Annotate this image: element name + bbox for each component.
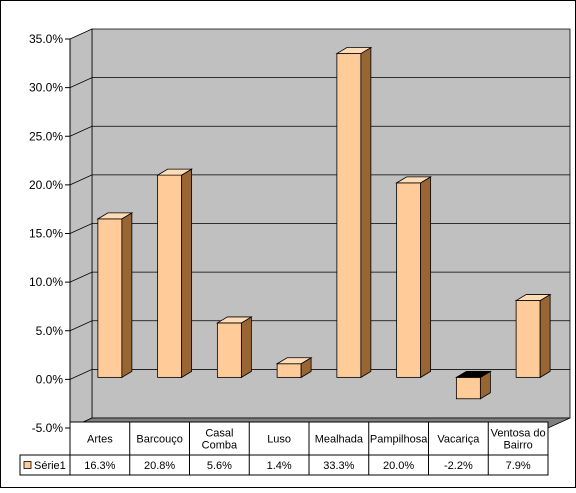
category-label: Barcouço: [136, 434, 182, 446]
bar-3: [215, 316, 253, 379]
y-tick-label: 25.0%: [29, 129, 63, 143]
bar-7: [454, 370, 492, 400]
bar-front: [396, 182, 422, 378]
data-label: 33.3%: [323, 460, 354, 472]
bar-side: [121, 212, 133, 379]
bar-side: [240, 316, 252, 379]
category-label: Mealhada: [315, 434, 364, 446]
plot-walls: [69, 28, 571, 429]
gridline: [69, 174, 570, 186]
bar-5: [335, 46, 373, 379]
bar-1: [96, 212, 134, 379]
y-tick-label: 35.0%: [29, 32, 63, 46]
bar-front: [455, 376, 481, 400]
category-label: Luso: [267, 434, 291, 446]
y-tick-label: 5.0%: [36, 324, 64, 338]
bar-front: [515, 300, 541, 378]
bar-front: [276, 363, 302, 378]
bar-top: [335, 47, 373, 54]
category-label: Artes: [87, 434, 113, 446]
category-label: Ventosa do Bairro: [491, 428, 546, 452]
bar-side: [539, 293, 551, 379]
bar-top: [156, 168, 194, 176]
data-label: -2.2%: [444, 460, 473, 472]
table-legend-cell: [19, 454, 71, 476]
category-label: Casal Comba: [202, 428, 238, 452]
data-label: 16.3%: [84, 460, 115, 472]
bar-top: [96, 212, 134, 220]
bar-6: [395, 176, 433, 379]
bar-front: [336, 53, 362, 378]
data-label: 20.8%: [144, 460, 175, 472]
data-label: 1.4%: [267, 460, 292, 472]
bar-top: [215, 316, 253, 324]
bar-top: [454, 370, 492, 378]
bar-side: [181, 168, 193, 379]
category-label: Vacariça: [437, 434, 480, 446]
bar-side: [360, 46, 372, 379]
bar-front: [97, 218, 123, 378]
series-name: Série1: [34, 460, 66, 472]
bar-4: [275, 357, 313, 379]
data-label: 5.6%: [207, 460, 232, 472]
category-label: Pampilhosa: [370, 434, 428, 446]
bar-side: [420, 176, 432, 379]
bar-front: [216, 322, 242, 378]
y-tick-label: 15.0%: [29, 227, 63, 241]
y-tick-label: 30.0%: [29, 81, 63, 95]
legend-swatch: [23, 461, 32, 469]
bar-top: [275, 357, 313, 365]
y-axis-ticks: -5.0% 0.0% 5.0% 10.0% 15.0% 20.0% 25.0% 30.0% 35…: [29, 32, 71, 435]
data-table: Artes Barcouço Casal Comba Luso Mealhada Pampi…: [19, 421, 549, 476]
gridline: [69, 125, 570, 137]
y-tick-label: 20.0%: [29, 178, 63, 192]
y-tick-label: -5.0%: [32, 421, 64, 435]
bar-top: [514, 294, 552, 301]
data-label: 20.0%: [383, 460, 414, 472]
bar-8: [514, 293, 552, 379]
data-label: 7.9%: [506, 460, 531, 472]
y-tick-label: 0.0%: [36, 372, 64, 386]
bar-2: [156, 168, 194, 379]
bar-front: [157, 174, 183, 378]
gridline: [69, 77, 570, 88]
bar-top: [395, 176, 433, 184]
bars: [96, 46, 552, 400]
y-tick-label: 10.0%: [29, 275, 63, 289]
